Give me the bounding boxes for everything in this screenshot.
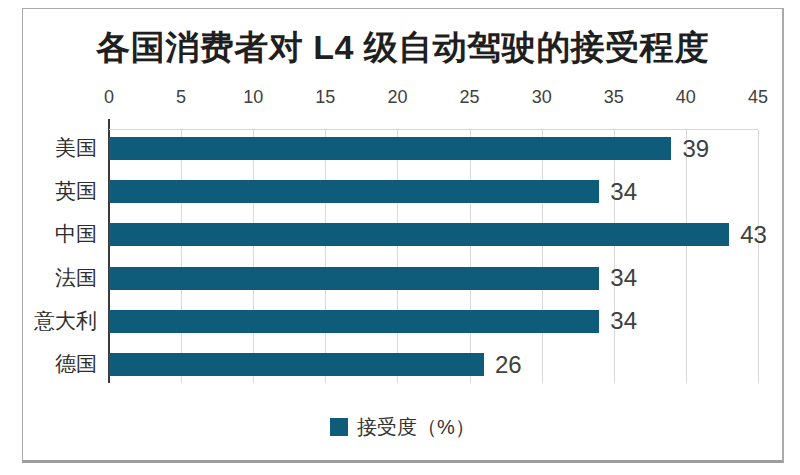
gridline [614, 130, 615, 383]
category-label: 法国 [23, 266, 97, 289]
legend-label: 接受度（%） [357, 414, 475, 441]
bar-chart: 各国消费者对 L4 级自动驾驶的接受程度 051015202530354045 … [0, 0, 800, 475]
gridline [758, 130, 759, 383]
legend-swatch [330, 418, 348, 436]
category-label: 德国 [23, 352, 97, 375]
chart-title: 各国消费者对 L4 级自动驾驶的接受程度 [23, 25, 782, 71]
category-label: 英国 [23, 179, 97, 202]
x-tick-label: 10 [243, 87, 263, 108]
gridline [542, 130, 543, 383]
bar-value-label: 26 [495, 351, 522, 379]
x-tick-label: 45 [748, 87, 768, 108]
x-tick-label: 0 [104, 87, 114, 108]
bar-value-label: 39 [682, 135, 709, 163]
gridline [397, 130, 398, 383]
bar [109, 223, 729, 246]
bar-value-label: 43 [740, 221, 767, 249]
bar-value-label: 34 [610, 264, 637, 292]
plot-area: 393443343426 [109, 129, 758, 383]
bar-value-label: 34 [610, 178, 637, 206]
x-tick-label: 20 [387, 87, 407, 108]
x-tick-label: 30 [532, 87, 552, 108]
x-tick-label: 25 [460, 87, 480, 108]
chart-frame: 各国消费者对 L4 级自动驾驶的接受程度 051015202530354045 … [22, 8, 784, 463]
x-tick-label: 5 [176, 87, 186, 108]
bar [109, 137, 671, 160]
gridline [253, 130, 254, 383]
category-label: 美国 [23, 136, 97, 159]
x-tick-label: 15 [315, 87, 335, 108]
category-label: 中国 [23, 222, 97, 245]
legend: 接受度（%） [23, 414, 782, 440]
gridline [686, 130, 687, 383]
category-label: 意大利 [23, 309, 97, 332]
category-axis-labels: 美国英国中国法国意大利德国 [23, 129, 97, 383]
bar [109, 267, 599, 290]
gridline [470, 130, 471, 383]
gridline [181, 130, 182, 383]
bar-value-label: 34 [610, 307, 637, 335]
x-tick-label: 40 [676, 87, 696, 108]
gridline [325, 130, 326, 383]
bar [109, 310, 599, 333]
bar [109, 353, 484, 376]
x-tick-label: 35 [604, 87, 624, 108]
bar [109, 180, 599, 203]
